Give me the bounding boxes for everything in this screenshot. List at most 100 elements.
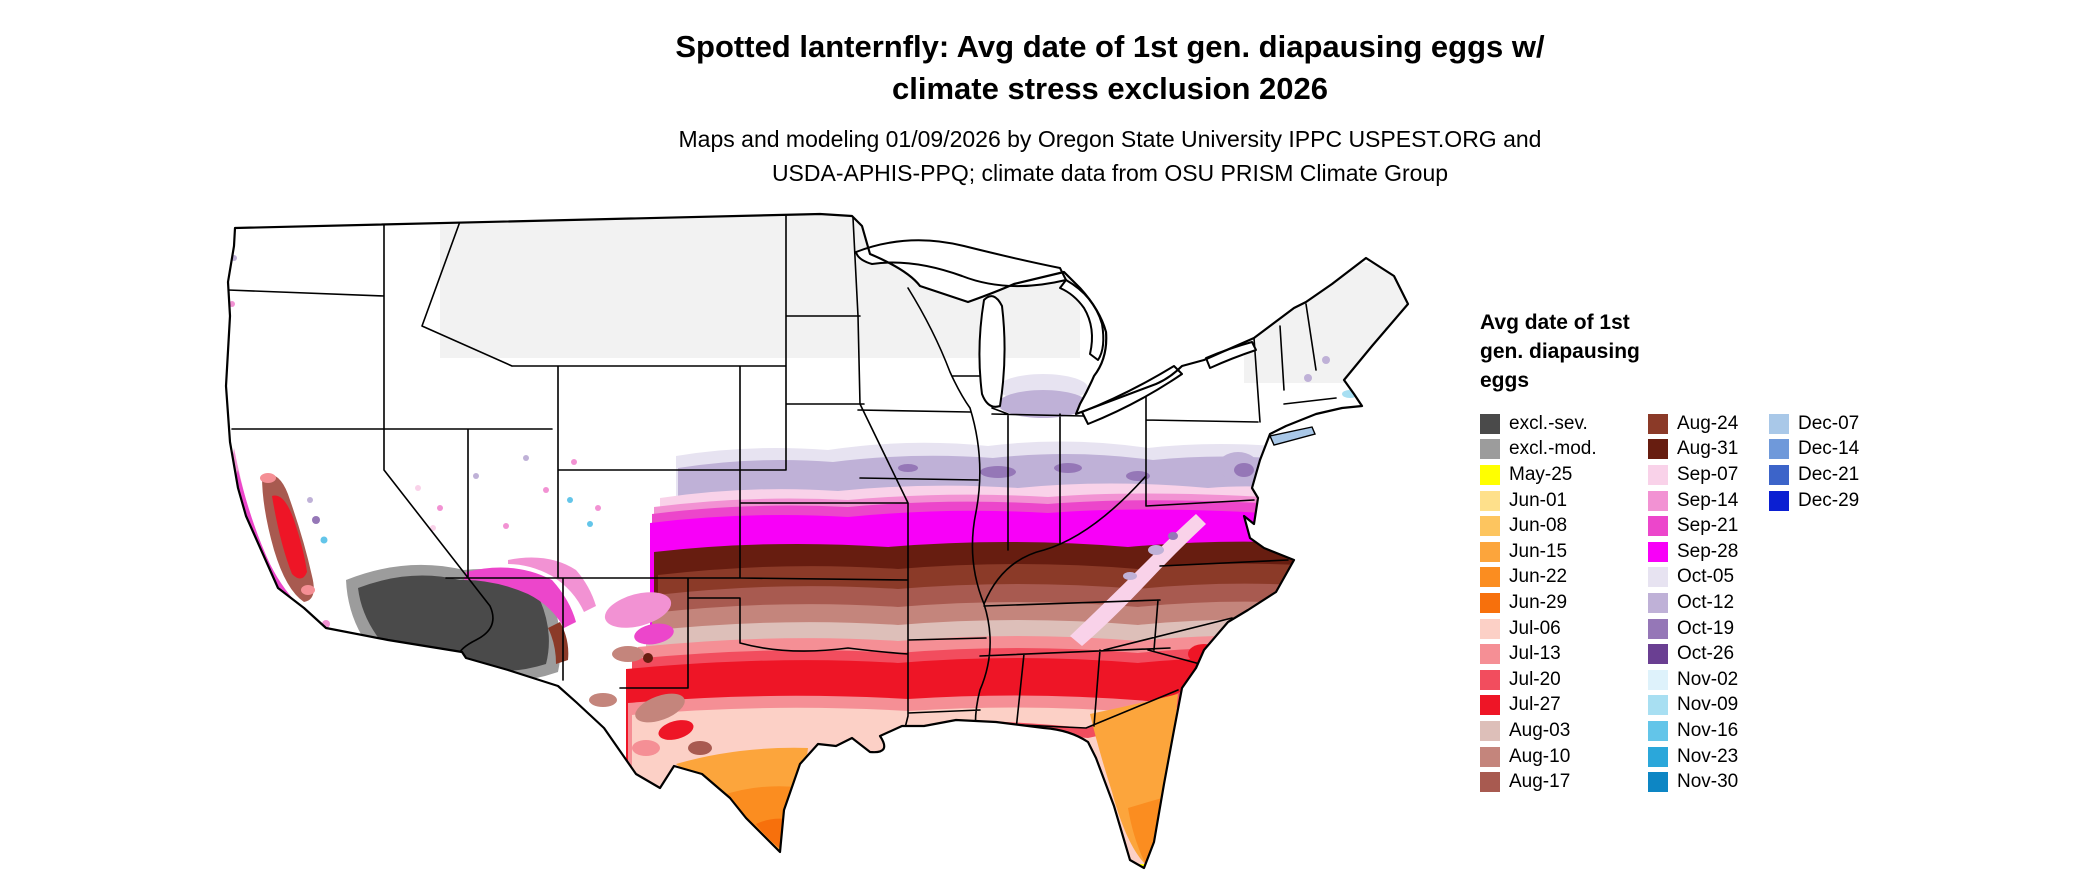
region-new-mexico-highlands [604,592,672,628]
legend-swatch [1769,439,1789,460]
page-subtitle: Maps and modeling 01/09/2026 by Oregon S… [678,126,1542,186]
map-color-regions [226,214,1408,868]
legend-item: Nov-02 [1648,667,1769,693]
legend-label: May-25 [1509,463,1573,485]
legend-swatch [1648,516,1668,537]
long-island [1269,426,1316,446]
legend-item: Oct-05 [1648,565,1769,591]
legend-item: Jul-27 [1480,693,1648,719]
legend-item: Nov-09 [1648,693,1769,719]
region-appalachians [1070,514,1206,646]
legend-item: Oct-12 [1648,590,1769,616]
legend-item: Aug-17 [1480,769,1648,795]
legend-swatch [1480,541,1500,562]
lake-erie [1081,365,1183,425]
legend-swatch [1648,720,1668,741]
us-map-svg [224,212,1410,870]
legend-swatch [1648,644,1668,665]
legend-swatch [1769,490,1789,511]
legend-column-1: excl.-sev. excl.-mod. May-25 Jun-01 Jun-… [1480,411,1648,795]
legend-swatch [1480,464,1500,485]
legend-label: Jul-13 [1509,643,1561,665]
legend-item: Sep-07 [1648,462,1769,488]
lake-michigan [978,295,1006,408]
great-lakes [855,239,1257,425]
legend-label: Sep-14 [1677,489,1739,511]
legend-swatch [1480,720,1500,741]
lake-superior [855,239,1067,288]
legend-label: excl.-mod. [1509,438,1597,460]
legend-label: Jul-20 [1509,668,1561,690]
state-borders [227,215,1337,749]
region-south-florida-jun22 [1128,798,1162,863]
legend-swatch [1480,567,1500,588]
legend-item: Aug-10 [1480,744,1648,770]
legend-swatch [1648,618,1668,639]
legend-item: Oct-26 [1648,641,1769,667]
legend-swatch [1648,541,1668,562]
legend-label: Dec-14 [1798,438,1860,460]
legend-swatch [1648,592,1668,613]
legend-item: Dec-07 [1769,411,1889,437]
legend-column-2: Aug-24 Aug-31 Sep-07 Sep-14 Sep-21 Sep-2… [1648,411,1769,795]
legend-item: Aug-03 [1480,718,1648,744]
legend-item: Nov-23 [1648,744,1769,770]
legend-label: Aug-31 [1677,438,1739,460]
legend-item: excl.-mod. [1480,437,1648,463]
legend-swatch [1480,516,1500,537]
legend-label: Jun-08 [1509,515,1568,537]
legend-label: Nov-02 [1677,668,1739,690]
legend-label: Jun-15 [1509,540,1568,562]
region-south-texas-jun22 [720,786,806,850]
legend-item: Aug-24 [1648,411,1769,437]
legend-label: Oct-19 [1677,617,1735,639]
legend-swatch [1648,772,1668,793]
legend-item: Jun-08 [1480,513,1648,539]
legend-label: Nov-09 [1677,694,1739,716]
legend-label: Jun-22 [1509,566,1568,588]
legend-label: Sep-21 [1677,515,1739,537]
region-coastal-georgia-red [1188,644,1220,664]
legend-label: Aug-03 [1509,719,1571,741]
legend-swatch [1648,439,1668,460]
legend-item: Dec-21 [1769,462,1889,488]
legend-swatch [1648,695,1668,716]
legend-columns: excl.-sev. excl.-mod. May-25 Jun-01 Jun-… [1480,411,2080,795]
legend-label: Oct-05 [1677,566,1735,588]
legend-swatch [1480,413,1500,434]
legend-swatch [1648,567,1668,588]
legend-label: Nov-30 [1677,771,1739,793]
legend-swatch [1648,490,1668,511]
legend-label: excl.-sev. [1509,412,1588,434]
legend-label: Aug-17 [1509,771,1571,793]
legend-label: Jun-29 [1509,591,1568,613]
legend-label: Oct-12 [1677,591,1735,613]
map-legend: Avg date of 1st gen. diapausing eggs exc… [1480,308,2080,795]
legend-label: Jul-27 [1509,694,1561,716]
legend-label: Sep-07 [1677,463,1739,485]
legend-swatch [1648,669,1668,690]
legend-column-3: Dec-07 Dec-14 Dec-21 Dec-29 [1769,411,1889,513]
legend-swatch [1480,439,1500,460]
legend-swatch [1648,464,1668,485]
us-choropleth-map [208,208,1426,886]
legend-swatch [1480,669,1500,690]
legend-item: Jul-13 [1480,641,1648,667]
legend-label: Jul-06 [1509,617,1561,639]
legend-label: Dec-21 [1798,463,1860,485]
legend-item: Nov-16 [1648,718,1769,744]
legend-swatch [1769,413,1789,434]
legend-swatch [1480,644,1500,665]
legend-swatch [1480,772,1500,793]
legend-label: Jun-01 [1509,489,1568,511]
legend-title: Avg date of 1st gen. diapausing eggs [1480,311,1640,392]
legend-item: Jun-15 [1480,539,1648,565]
legend-item: Jul-20 [1480,667,1648,693]
legend-label: Aug-24 [1677,412,1739,434]
legend-label: Sep-28 [1677,540,1739,562]
legend-swatch [1648,746,1668,767]
page-title: Spotted lanternfly: Avg date of 1st gen.… [675,29,1545,106]
legend-swatch [1480,618,1500,639]
legend-swatch [1480,695,1500,716]
legend-swatch [1480,490,1500,511]
